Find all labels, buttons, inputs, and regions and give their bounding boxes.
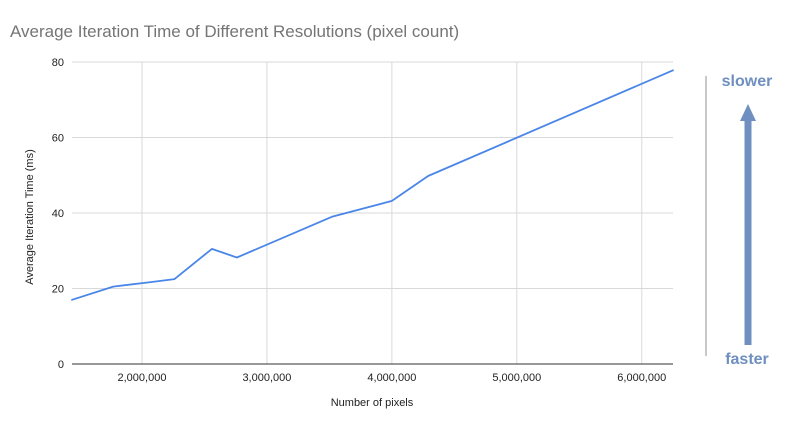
y-tick-label: 60	[52, 133, 64, 145]
x-axis-label: Number of pixels	[331, 397, 414, 409]
faster-label: faster	[725, 351, 769, 368]
tick-labels: 0 20 40 60 80 2,000,000 3,000,000 4,000,000 5,00…	[52, 57, 666, 384]
y-tick-label: 0	[58, 359, 64, 371]
y-tick-label: 40	[52, 208, 64, 220]
series-lines	[71, 69, 674, 301]
series-line	[71, 69, 674, 301]
gridlines	[72, 61, 673, 364]
x-tick-label: 5,000,000	[492, 372, 541, 384]
slower-label: slower	[722, 73, 773, 90]
x-tick-label: 2,000,000	[118, 372, 167, 384]
y-axis-label: Average Iteration Time (ms)	[24, 149, 36, 285]
x-tick-label: 3,000,000	[242, 372, 291, 384]
x-tick-label: 6,000,000	[617, 372, 666, 384]
speed-annotation: slower faster	[705, 73, 773, 368]
arrow-up-icon	[740, 104, 756, 121]
x-tick-label: 4,000,000	[367, 372, 416, 384]
y-tick-label: 80	[52, 57, 64, 69]
chart-title: Average Iteration Time of Different Reso…	[10, 22, 460, 41]
y-tick-label: 20	[52, 284, 64, 296]
